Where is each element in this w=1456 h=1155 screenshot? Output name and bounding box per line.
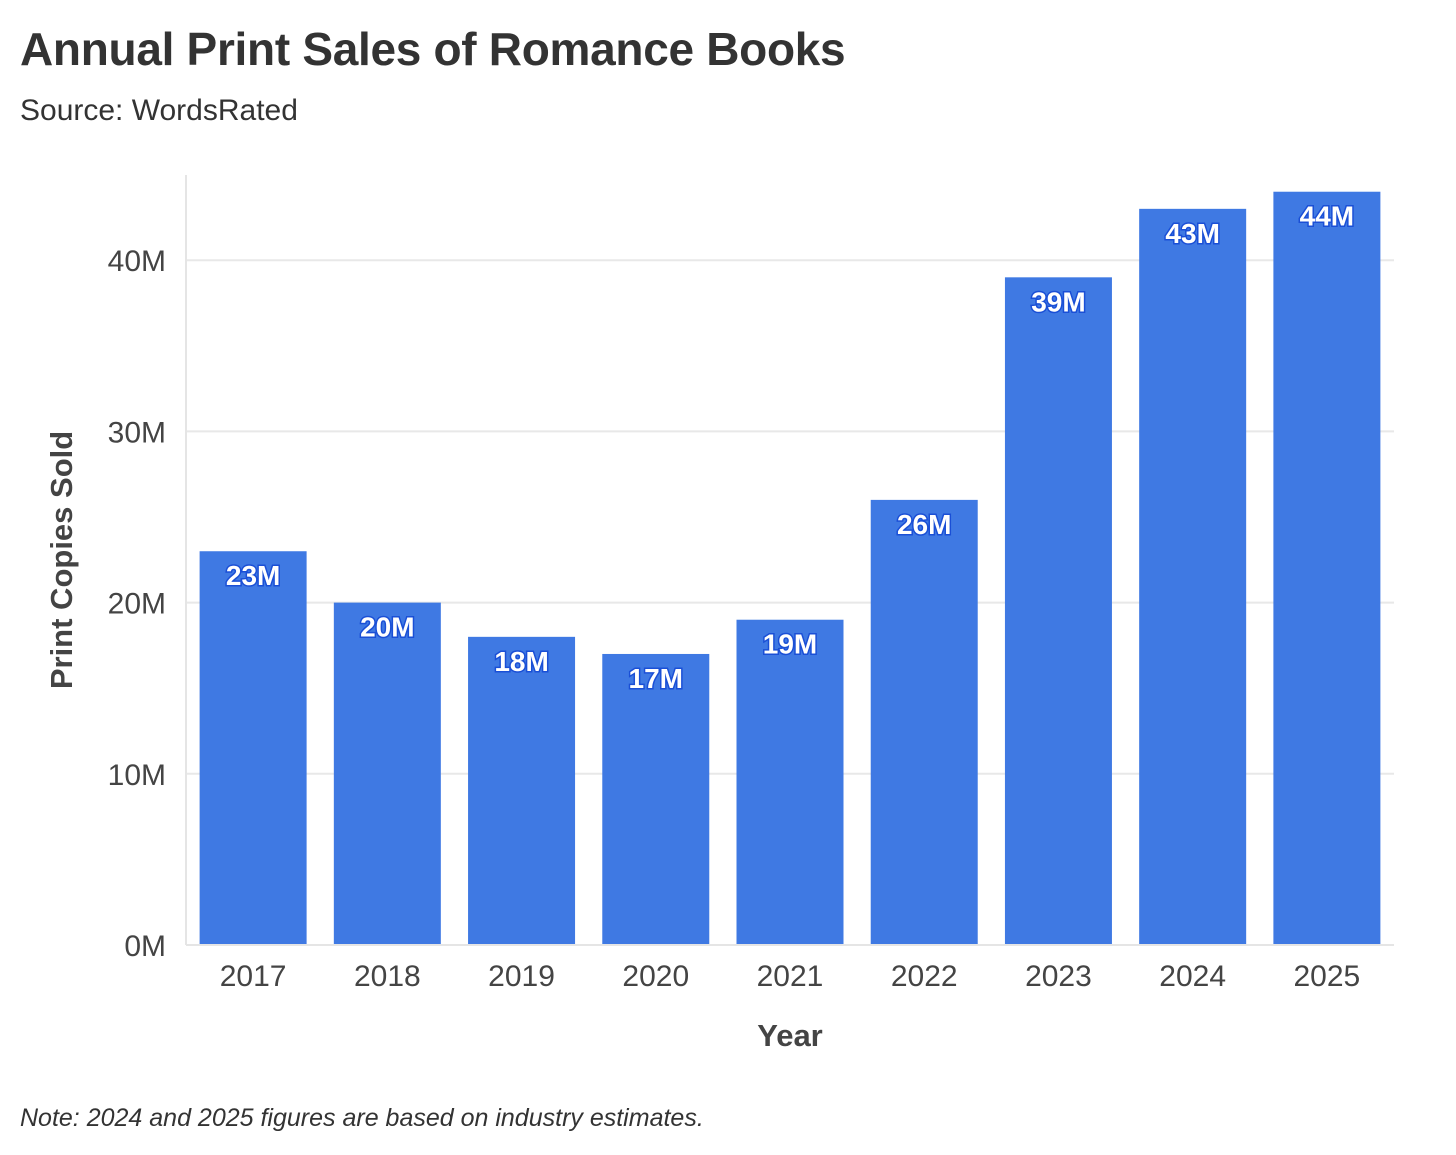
x-tick-label: 2024 xyxy=(1159,960,1226,993)
x-tick-label: 2017 xyxy=(220,960,287,993)
x-axis-title: Year xyxy=(757,1018,823,1053)
bar-2020 xyxy=(602,653,710,945)
data-label-2020: 17M xyxy=(629,663,683,694)
data-label-2023: 39M xyxy=(1031,286,1085,317)
footnote: Note: 2024 and 2025 figures are based on… xyxy=(20,1104,704,1132)
bars xyxy=(199,191,1381,946)
data-label-2019: 18M xyxy=(494,646,548,677)
data-label-2025: 44M xyxy=(1300,201,1354,232)
bar-2017 xyxy=(199,551,307,945)
x-tick-label: 2025 xyxy=(1294,960,1361,993)
data-label-2017: 23M xyxy=(226,560,280,591)
y-axis-title: Print Copies Sold xyxy=(44,431,79,689)
bar-2024 xyxy=(1139,208,1247,946)
chart-title: Annual Print Sales of Romance Books xyxy=(20,23,846,75)
bar-2023 xyxy=(1004,277,1112,945)
x-tick-label: 2022 xyxy=(891,960,958,993)
y-tick-label: 30M xyxy=(108,416,166,449)
data-label-2018: 20M xyxy=(360,612,414,643)
x-tick-label: 2023 xyxy=(1025,960,1092,993)
data-label-2022: 26M xyxy=(897,509,951,540)
x-tick-label: 2019 xyxy=(488,960,555,993)
y-tick-label: 40M xyxy=(108,245,166,278)
data-label-2021: 19M xyxy=(763,629,817,660)
x-tick-label: 2021 xyxy=(757,960,824,993)
y-tick-labels: 0M 10M 20M 30M 40M xyxy=(108,245,166,963)
x-tick-labels: 2017 2018 2019 2020 2021 2022 2023 2024 2025 xyxy=(220,960,1361,993)
bar-2025 xyxy=(1273,191,1381,946)
y-tick-label: 20M xyxy=(108,588,166,621)
bar-2019 xyxy=(468,636,576,945)
x-tick-label: 2018 xyxy=(354,960,421,993)
x-tick-label: 2020 xyxy=(622,960,689,993)
chart-subtitle: Source: WordsRated xyxy=(20,94,298,127)
bar-2021 xyxy=(736,619,844,945)
bar-2022 xyxy=(870,499,978,945)
y-tick-label: 10M xyxy=(108,759,166,792)
data-labels: 23M 20M 18M 17M 19M 26M 39M 43M 44M xyxy=(224,199,1355,695)
bar-2018 xyxy=(333,602,441,945)
data-label-2024: 43M xyxy=(1165,218,1219,249)
y-tick-label: 0M xyxy=(124,930,166,963)
axes xyxy=(185,175,1394,946)
